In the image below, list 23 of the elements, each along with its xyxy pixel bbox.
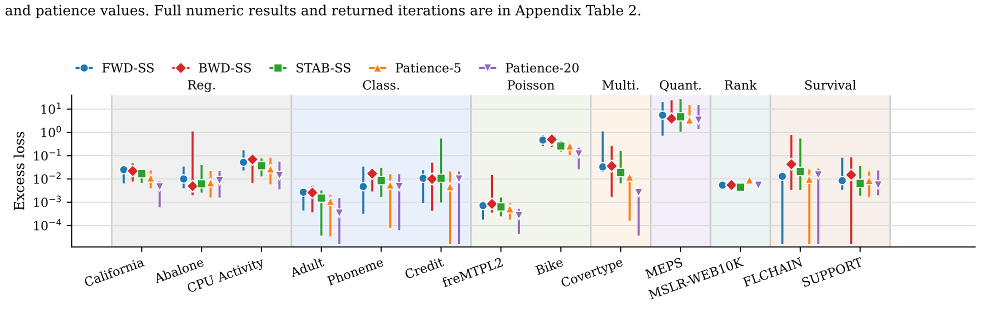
band-label: Reg. (188, 80, 215, 92)
y-axis-title: Excess loss (14, 132, 24, 210)
text: and patience values. Full numeric results and returned iterations are in Appendix Table 2. (6, 4, 640, 18)
legend-label: BWD-SS (199, 63, 251, 73)
x-tick-label: Bike (535, 256, 564, 276)
y-tick-label: 10$^{−1}$ (34, 149, 61, 161)
band-label: Quant. (660, 80, 701, 92)
y-tick-label: 10$^{1}$ (41, 102, 61, 114)
legend-label: Patience-5 (396, 63, 460, 73)
band-label: Poisson (508, 80, 554, 90)
x-tick-label: Credit (404, 256, 444, 280)
legend-label: STAB-SS (296, 63, 350, 73)
legend-label: Patience-20 (506, 63, 579, 73)
y-tick-label: 10$^{0}$ (41, 126, 61, 138)
band-label: Rank (724, 80, 757, 90)
band-label: Class. (363, 80, 399, 90)
y-tick-label: 10$^{−3}$ (34, 196, 61, 208)
legend-label: FWD-SS (102, 63, 154, 73)
y-tick-label: 10$^{−2}$ (34, 172, 61, 184)
band-label: Multi. (602, 80, 638, 90)
x-tick-label: Adult (289, 256, 325, 278)
y-tick-label: 10$^{−4}$ (34, 219, 62, 230)
band-label: Survival (805, 80, 856, 90)
